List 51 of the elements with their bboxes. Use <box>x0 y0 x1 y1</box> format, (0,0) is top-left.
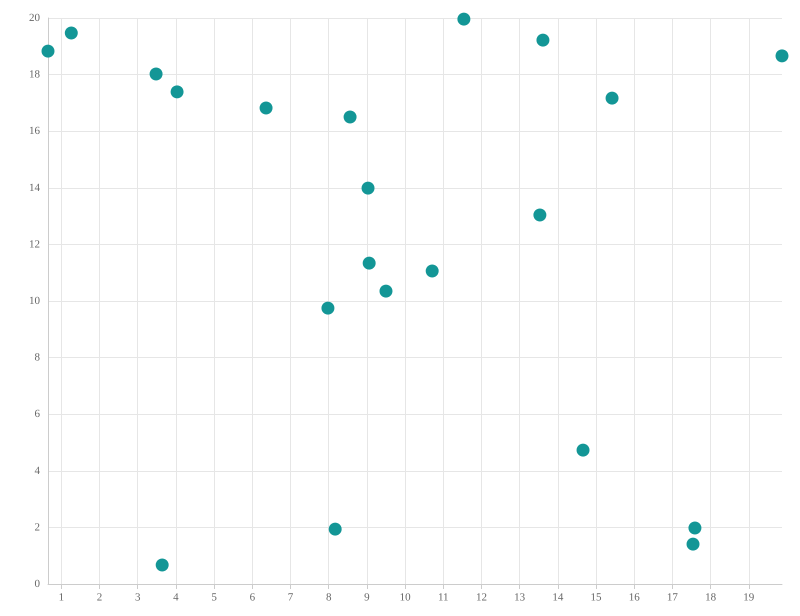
y-tick-label: 6 <box>34 408 40 420</box>
point <box>64 26 78 40</box>
x-tick-label: 17 <box>666 592 678 604</box>
point <box>328 522 342 536</box>
point <box>170 85 184 98</box>
point <box>362 182 375 195</box>
x-tick-label: 11 <box>438 592 449 604</box>
point <box>362 256 376 270</box>
x-tick-label: 9 <box>364 592 370 604</box>
y-tick-label: 4 <box>34 464 40 477</box>
point <box>379 284 392 298</box>
x-tick-label: 6 <box>250 592 256 604</box>
x-tick-label: 5 <box>211 592 218 604</box>
x-tick-label: 2 <box>96 592 102 604</box>
point <box>576 444 590 457</box>
y-tick-label: 2 <box>34 521 40 534</box>
point <box>426 264 439 278</box>
x-tick-label: 13 <box>514 592 526 604</box>
point <box>260 101 273 114</box>
x-tick-label: 3 <box>134 592 141 604</box>
x-tick-label: 10 <box>400 592 412 604</box>
x-tick-label: 15 <box>590 592 602 604</box>
y-tick-label: 12 <box>29 238 40 250</box>
x-tick-label: 1 <box>58 592 64 604</box>
point <box>156 558 169 572</box>
point <box>776 49 788 62</box>
x-tick-label: 4 <box>173 592 180 604</box>
point <box>536 34 550 47</box>
x-tick-label: 12 <box>476 592 487 604</box>
y-tick-label: 16 <box>29 125 40 138</box>
y-tick-label: 18 <box>29 68 40 81</box>
point <box>344 110 357 124</box>
point <box>457 12 470 26</box>
x-tick-label: 7 <box>288 592 294 604</box>
x-tick-label: 16 <box>628 592 640 604</box>
point <box>606 92 619 105</box>
x-tick-label: 19 <box>743 592 755 604</box>
point <box>688 521 702 534</box>
y-tick-label: 10 <box>29 295 40 307</box>
x-tick-label: 8 <box>326 592 332 604</box>
y-tick-label: 8 <box>34 352 40 364</box>
point <box>321 302 334 315</box>
point <box>150 68 163 81</box>
y-tick-label: 0 <box>34 578 40 590</box>
y-tick-label: 20 <box>29 12 40 24</box>
point <box>42 44 54 58</box>
y-tick-label: 14 <box>29 182 40 194</box>
point <box>686 538 700 551</box>
x-tick-label: 18 <box>705 592 717 604</box>
x-tick-label: 14 <box>552 592 564 604</box>
point <box>533 208 546 222</box>
